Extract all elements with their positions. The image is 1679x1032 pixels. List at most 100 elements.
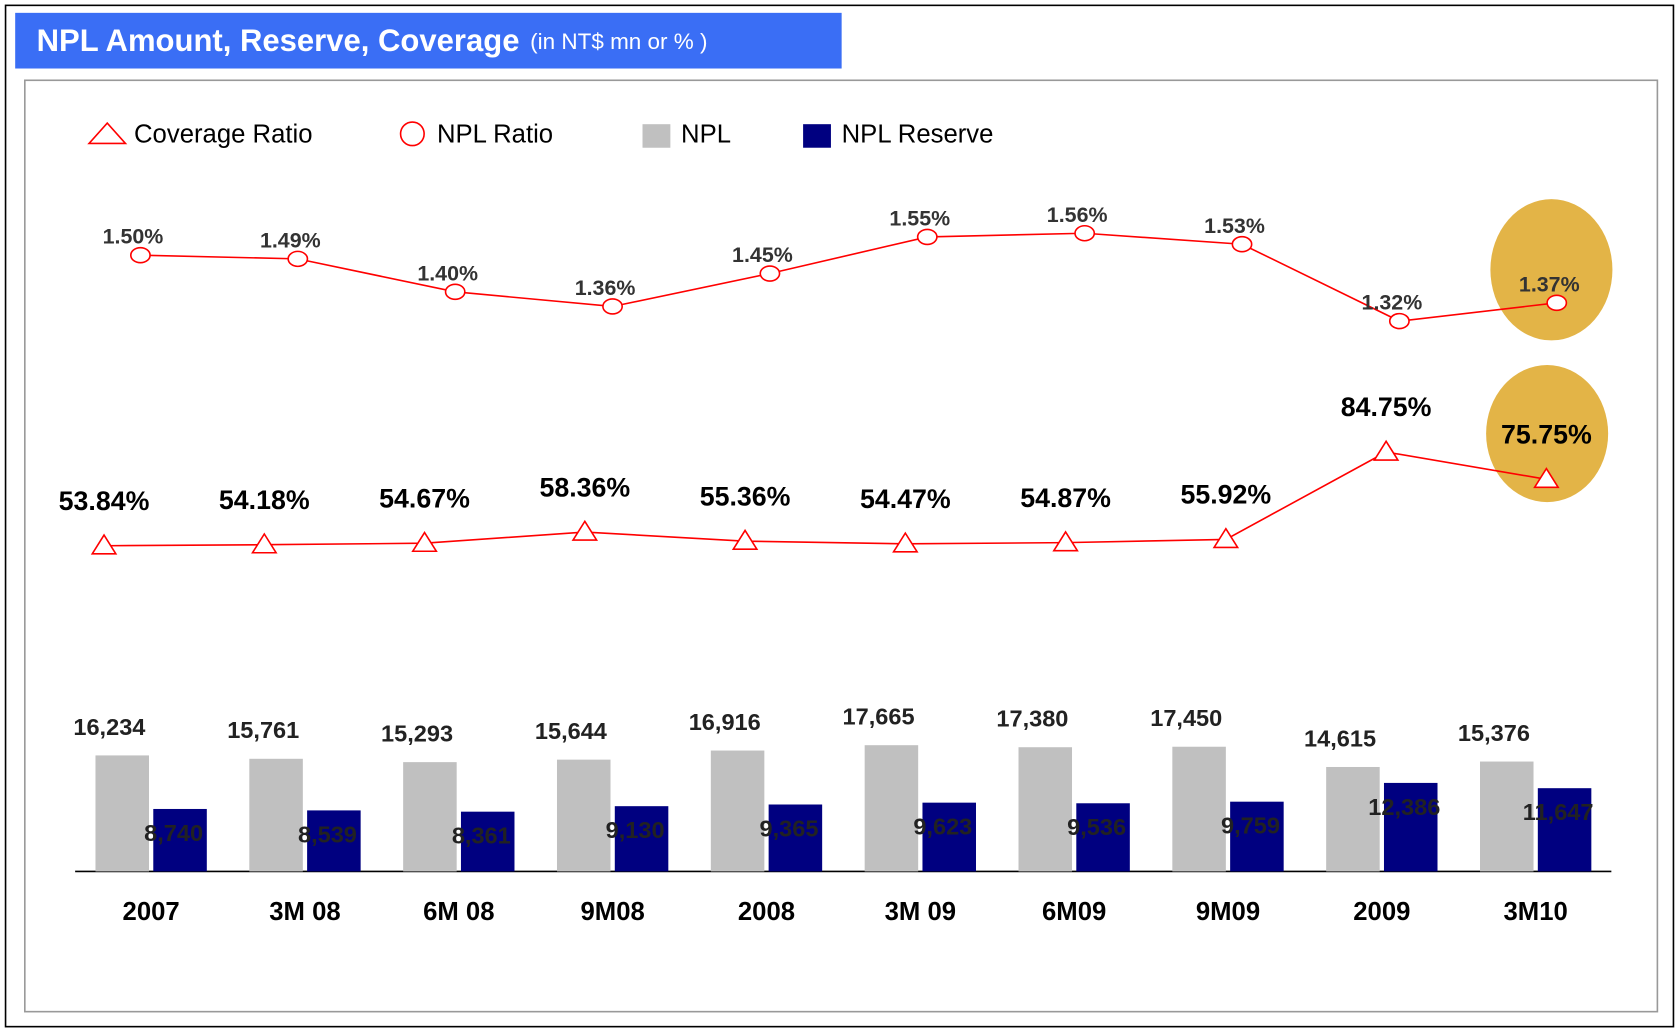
legend-label: NPL Ratio [437,121,553,149]
data-label: 1.32% [1362,291,1423,315]
x-tick-label: 3M 08 [269,898,340,926]
highlight [1490,199,1613,341]
x-tick-label: 3M 09 [885,898,956,926]
marker [1533,467,1560,489]
marker [1231,235,1253,253]
bar-label: 9,365 [760,815,819,841]
bar-label: 8,740 [144,820,203,846]
subtitle: (in NT$ mn or % ) [530,29,707,54]
bar [1230,801,1284,872]
x-tick-label: 9M09 [1196,898,1260,926]
bar [1172,746,1226,872]
bar [460,811,515,872]
x-tick-label: 2008 [738,898,795,926]
data-label: 1.36% [575,276,636,300]
data-label: 1.49% [260,228,321,252]
legend-marker [803,124,831,148]
marker [892,531,919,553]
marker [1388,312,1410,330]
data-label: 55.36% [700,481,791,511]
bar [1076,803,1130,872]
bar-label: 14,615 [1304,725,1376,751]
data-label: 54.67% [379,483,470,513]
data-label: 54.87% [1020,483,1111,513]
bar [710,750,765,872]
bar-label: 15,761 [227,717,299,743]
data-label: 53.84% [59,486,150,516]
marker [130,246,151,264]
x-tick-label: 9M08 [581,898,645,926]
legend-marker [87,121,128,145]
marker [916,228,938,246]
data-label: 84.75% [1341,392,1432,422]
x-tick-label: 6M 08 [423,898,494,926]
bar [1480,761,1534,872]
x-tick-label: 3M10 [1504,898,1568,926]
marker [602,298,623,315]
bar-label: 9,759 [1221,813,1280,839]
bar-label: 9,536 [1067,814,1126,840]
bar [864,745,919,872]
plot-frame [24,79,1659,1013]
bar [922,802,976,872]
legend-label: Coverage Ratio [134,121,312,149]
data-label: 1.45% [732,243,793,267]
marker [731,528,759,550]
bar-label: 8,539 [298,821,357,847]
bar [1018,747,1073,872]
bar [1537,788,1592,872]
marker [411,531,438,553]
marker [1074,224,1096,242]
bar [1326,766,1380,872]
marker [1052,530,1079,552]
data-label: 1.56% [1047,203,1108,227]
bar-label: 17,380 [996,706,1068,732]
data-label: 1.40% [417,261,478,285]
marker [571,519,599,541]
data-label: 1.53% [1204,214,1265,238]
bar-label: 11,647 [1523,799,1594,825]
marker [444,283,466,301]
x-tick-label: 2007 [123,898,180,926]
title-box [15,12,842,69]
bar [1383,782,1438,872]
line [140,232,1557,322]
bar-label: 8,361 [452,823,511,849]
legend-label: NPL [681,121,731,149]
bar-label: 16,234 [73,714,145,740]
marker [759,265,781,282]
marker [1212,527,1240,549]
data-label: 1.50% [103,225,164,249]
marker [1372,439,1400,461]
bar-label: 15,644 [535,718,607,744]
marker [287,250,309,268]
legend-marker [642,124,671,148]
highlight [1486,365,1609,503]
bar-label: 12,386 [1368,794,1440,820]
bar [556,759,611,872]
marker [1546,294,1568,312]
line [104,451,1547,547]
data-label: 58.36% [539,472,630,502]
bar [614,806,669,872]
bar [153,808,207,872]
data-label: 1.55% [889,206,950,230]
bar [95,755,150,872]
data-label: 54.18% [219,485,310,515]
marker [90,533,118,555]
legend-marker [399,121,425,147]
title-text: NPL Amount, Reserve, Coverage [37,23,520,58]
x-tick-label: 6M09 [1042,898,1106,926]
marker [251,532,278,554]
legend-label: NPL Reserve [842,121,994,149]
data-label: 75.75% [1501,420,1592,450]
outer-frame [4,4,1675,1028]
data-label: 54.47% [860,484,951,514]
chart-title: NPL Amount, Reserve, Coverage (in NT$ mn … [37,23,708,58]
bar-label: 15,293 [381,721,453,747]
bar [249,758,303,872]
bar-label: 17,665 [843,704,915,730]
bar-label: 16,916 [689,709,761,735]
bar-label: 9,623 [913,814,972,840]
